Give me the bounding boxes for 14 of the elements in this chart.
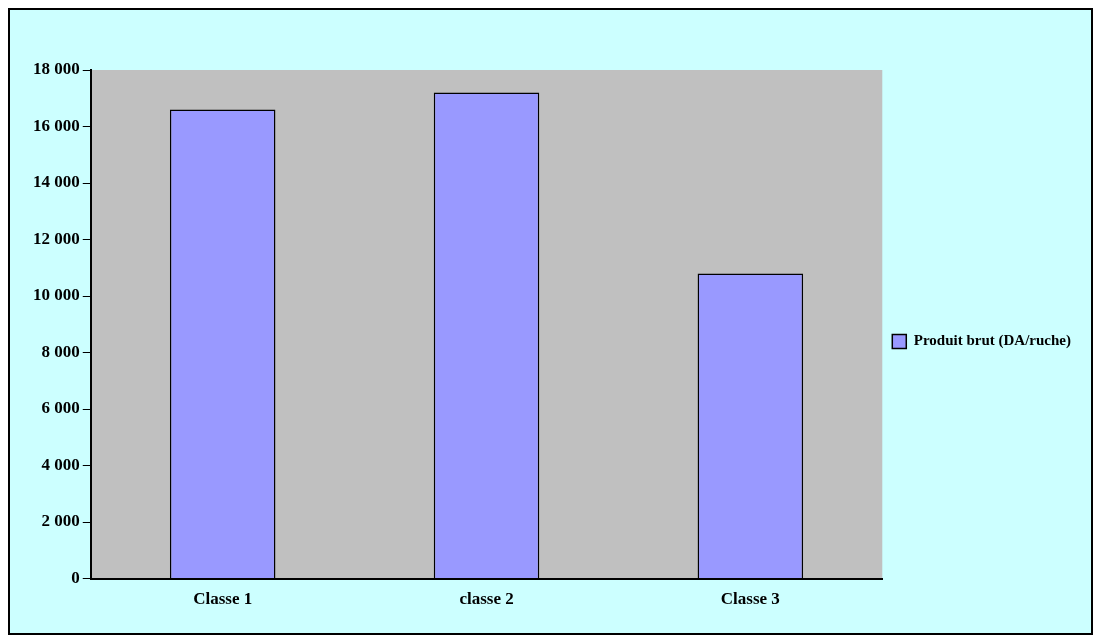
y-tick-label: 4 000	[41, 454, 80, 474]
x-tick-label: Classe 1	[193, 589, 253, 609]
y-tick-label: 8 000	[41, 341, 80, 361]
y-tick-label: 10 000	[33, 285, 80, 305]
y-tick-label: 2 000	[41, 511, 80, 531]
legend-label: Produit brut (DA/ruche)	[913, 332, 1071, 350]
y-tick-label: 6 000	[41, 398, 80, 418]
y-tick-label: 14 000	[33, 172, 80, 192]
x-tick-label: classe 2	[459, 589, 514, 609]
x-tick-label: Classe 3	[720, 589, 780, 609]
y-tick-label: 16 000	[33, 115, 80, 135]
y-tick-label: 18 000	[33, 59, 80, 79]
y-tick-label: 12 000	[33, 228, 80, 248]
y-tick-label: 0	[71, 567, 80, 587]
